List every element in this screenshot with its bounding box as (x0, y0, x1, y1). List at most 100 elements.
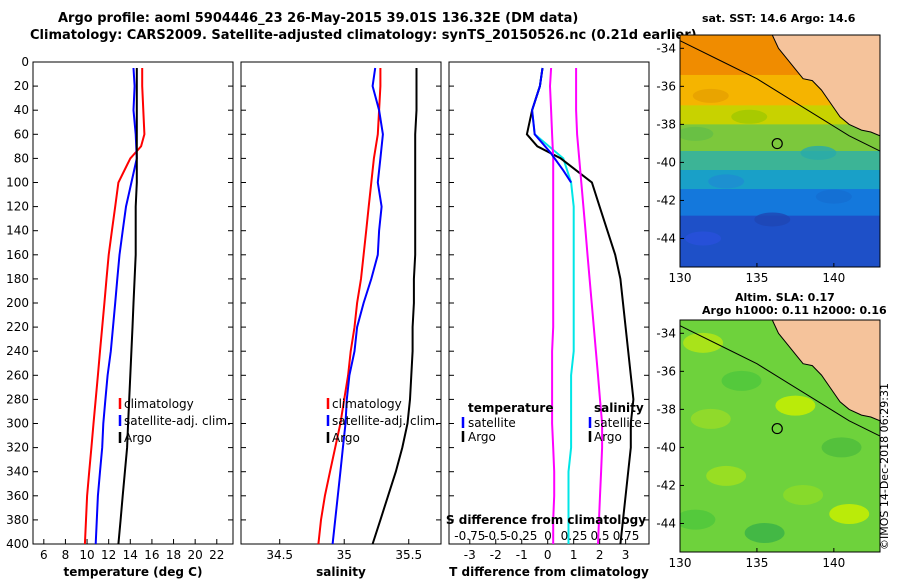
field-patch (721, 370, 762, 391)
legend-label: Argo (594, 430, 622, 444)
field-patch (731, 109, 768, 124)
y-tick-label: -34 (656, 41, 676, 55)
field-band (680, 189, 880, 217)
y-tick-label: 100 (6, 176, 29, 190)
sla-map: -34 -36 -38 -40 -42 -44 130 135 140 (656, 319, 881, 570)
legend-label: climatology (332, 397, 402, 411)
y-tick-label: -44 (656, 516, 676, 530)
series-line-climatology (83, 68, 146, 545)
y-tick-label: 400 (6, 537, 29, 551)
x-tick-label: 0 (544, 548, 552, 562)
y-tick-label: -42 (656, 193, 676, 207)
legend-label: satellite-adj. clim. (332, 414, 439, 428)
series-line-satellite-adj-clim- (331, 67, 384, 545)
x-tick-label: 22 (209, 548, 224, 562)
field-patch (692, 88, 729, 103)
x-tick-label: 1 (570, 548, 578, 562)
series-line-temperature-satellite-blue (531, 67, 572, 184)
x-tick-label: 2 (596, 548, 604, 562)
y-tick-label: -38 (656, 402, 676, 416)
x-tick-label: 20 (188, 548, 203, 562)
sla-map-title: Altim. SLA: 0.17 (735, 291, 835, 304)
sst-map-title: sat. SST: 14.6 Argo: 14.6 (702, 12, 856, 25)
x-axis-label: salinity (316, 565, 366, 579)
s-tick-label: -0.75 (454, 529, 485, 543)
x-tick-label: 35 (337, 548, 352, 562)
x-tick-label: 34.5 (266, 548, 293, 562)
argo-position-marker (771, 422, 783, 435)
field-patch (685, 231, 722, 246)
argo-position-marker (771, 137, 783, 150)
s-tick-label: 0 (544, 529, 552, 543)
legend-label: climatology (124, 397, 194, 411)
y-tick-label: 340 (6, 465, 29, 479)
y-tick-label: 80 (14, 151, 29, 165)
y-tick-label: 140 (6, 224, 29, 238)
series-line-temperature-satellite (531, 67, 575, 544)
y-tick-label: -36 (656, 79, 676, 93)
figure-title-line2: Climatology: CARS2009. Satellite-adjuste… (30, 28, 697, 43)
y-tick-label: 280 (6, 392, 29, 406)
field-patch (815, 189, 852, 204)
y-tick-label: -34 (656, 326, 676, 340)
x-tick-label: 130 (669, 556, 692, 570)
field-patch (680, 126, 714, 141)
x-tick-label: 135 (745, 271, 768, 285)
series-line-climatology (317, 68, 382, 545)
field-patch (680, 509, 716, 530)
legend-heading-temperature: temperature (468, 401, 553, 415)
y-tick-label: 380 (6, 513, 29, 527)
legend-label: satellite (594, 416, 642, 430)
difference-panel-frame (448, 61, 650, 545)
x-tick-label: 140 (822, 556, 845, 570)
x-tick-label: 3 (622, 548, 630, 562)
series-line-argo (371, 68, 418, 545)
x-tick-label: 18 (166, 548, 181, 562)
x-tick-label: 12 (101, 548, 116, 562)
field-patch (783, 484, 824, 505)
x-axis-label: T difference from climatology (449, 565, 649, 579)
series-line-salinity-argo (575, 68, 604, 545)
sst-map: -34 -36 -38 -40 -42 -44 130 135 140 (656, 34, 881, 285)
x-tick-label: 135 (745, 556, 768, 570)
x-axis-label: temperature (deg C) (64, 565, 203, 579)
x-tick-label: 130 (669, 271, 692, 285)
x-tick-label: 10 (79, 548, 94, 562)
y-tick-label: 200 (6, 296, 29, 310)
field-patch (744, 522, 785, 543)
x-tick-label: 14 (123, 548, 138, 562)
sst-map-field (680, 35, 880, 267)
s-tick-label: 0.5 (590, 529, 609, 543)
x-tick-label: -2 (490, 548, 502, 562)
legend-heading-salinity: salinity (594, 401, 644, 415)
temperature-panel: 0 20 40 60 80 100 120 140 160 180 200 220 240 260 280 3… (6, 55, 234, 579)
series-line-temperature-argo (525, 67, 635, 545)
y-tick-label: 160 (6, 248, 29, 262)
field-patch (708, 174, 745, 189)
sst-map-frame (679, 34, 881, 268)
shelf-contour (680, 40, 880, 152)
x-tick-label: 140 (822, 271, 845, 285)
series-line-argo (117, 68, 138, 545)
y-tick-label: -40 (656, 440, 676, 454)
field-patch (683, 332, 724, 353)
land-mass (771, 35, 880, 137)
x-tick-label: -1 (516, 548, 528, 562)
field-band (680, 105, 880, 126)
land-mass (771, 320, 880, 422)
field-band (680, 151, 880, 172)
s-tick-label: 0.25 (561, 529, 588, 543)
sla-map-subtitle: Argo h1000: 0.11 h2000: 0.16 (702, 304, 887, 317)
x-tick-label: -3 (464, 548, 476, 562)
y-tick-label: 220 (6, 320, 29, 334)
y-tick-label: 260 (6, 368, 29, 382)
field-patch (800, 145, 837, 160)
s-tick-label: 0.75 (613, 529, 640, 543)
field-patch (775, 395, 816, 416)
x-tick-label: 8 (62, 548, 70, 562)
x-tick-label: 16 (144, 548, 159, 562)
y-tick-label: 180 (6, 272, 29, 286)
y-tick-label: 20 (14, 79, 29, 93)
y-tick-label: 120 (6, 200, 29, 214)
